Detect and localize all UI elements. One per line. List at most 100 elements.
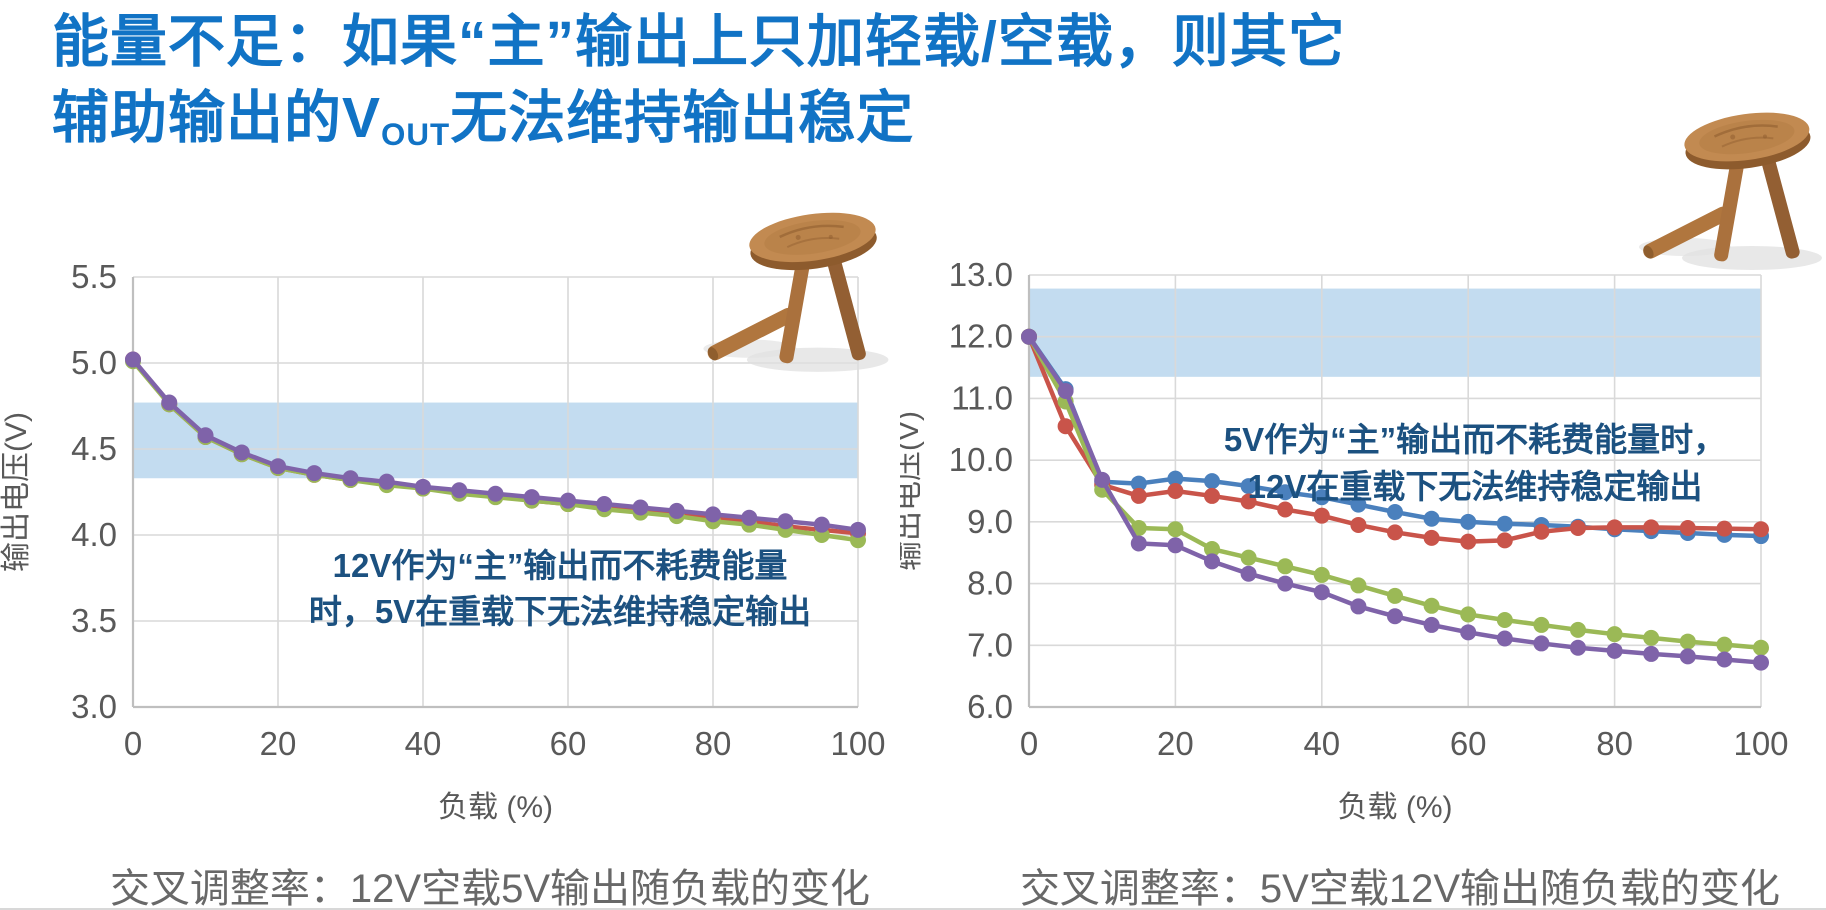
series-purple-point	[1679, 648, 1696, 665]
series-blue-point	[1387, 503, 1403, 520]
spec-band	[1029, 288, 1761, 377]
series-purple-point	[270, 458, 286, 475]
slide-title-line2: 辅助输出的VOUT无法维持输出稳定	[52, 86, 915, 152]
series-purple-point	[668, 502, 685, 519]
x-axis-title: 负载 (%)	[438, 791, 553, 824]
series-blue-point	[1167, 470, 1184, 487]
chart-left-annotation-line2: 时，5V在重载下无法维持稳定输出	[309, 593, 811, 630]
series-green-point	[1570, 621, 1586, 638]
series-purple-point	[197, 427, 214, 444]
series-purple-point	[1606, 642, 1623, 659]
series-red-point	[1533, 523, 1550, 540]
y-tick-label: 3.0	[71, 688, 117, 725]
series-purple-point	[233, 444, 250, 461]
y-tick-label: 8.0	[967, 565, 1013, 602]
y-axis-title: 输出电压(V)	[900, 411, 925, 571]
series-green-point	[1643, 629, 1660, 646]
x-tick-label: 40	[405, 725, 442, 762]
series-purple-point	[813, 516, 830, 533]
chart-left-caption: 交叉调整率：12V空载5V输出随负载的变化	[109, 867, 871, 910]
series-blue-point	[1277, 484, 1294, 501]
series-purple-point	[705, 506, 721, 523]
series-purple-point	[415, 478, 431, 495]
x-tick-label: 0	[124, 725, 142, 762]
series-green-point	[1167, 521, 1184, 538]
y-tick-label: 13.0	[949, 256, 1013, 293]
series-red-point	[1606, 519, 1623, 536]
series-green-point	[1679, 633, 1696, 650]
series-purple-point	[596, 496, 613, 513]
series-purple-point	[1753, 654, 1769, 671]
series-purple-point	[451, 482, 468, 499]
chart-right-caption: 交叉调整率：5V空载12V输出随负载的变化	[1019, 867, 1781, 910]
chart-left-annotation-line1: 12V作为“主”输出而不耗费能量	[333, 547, 788, 584]
series-purple-point	[378, 473, 395, 490]
chart-right-cross-regulation-12v: 13.0 12.0 11.0 10.0 9.0 8.0 7.0 6.00 20 40 60 80 100…	[900, 256, 1789, 824]
series-green-point	[1606, 626, 1623, 643]
series-purple-point	[523, 489, 540, 506]
series-green-point	[1496, 611, 1513, 628]
series-red-point	[1240, 493, 1257, 510]
series-purple	[1021, 328, 1769, 671]
series-blue-point	[1496, 515, 1513, 532]
series-purple-point	[1021, 328, 1037, 345]
gridlines	[133, 276, 859, 708]
chart-right-annotation-line1: 5V作为“主”输出而不耗费能量时，	[1224, 421, 1726, 458]
x-axis-title: 负载 (%)	[1338, 791, 1453, 824]
series-purple-point	[306, 465, 323, 482]
series-green-point	[1423, 597, 1440, 614]
series-red-point	[1387, 524, 1403, 541]
series-blue-point	[1350, 496, 1367, 513]
y-tick-label: 5.0	[71, 344, 117, 381]
series-blue-point	[1423, 510, 1440, 527]
series-green-point	[1277, 558, 1294, 575]
series-red-point	[1057, 418, 1074, 435]
broken-stool-image-left	[700, 198, 905, 380]
series-purple-point	[1240, 565, 1257, 582]
y-tick-label: 3.5	[71, 602, 117, 639]
axes	[131, 277, 858, 709]
series-red-point	[1460, 533, 1477, 550]
series-purple-point	[1533, 635, 1550, 652]
series-purple-point	[342, 470, 359, 487]
series-purple-point	[1130, 535, 1147, 552]
series-red-point	[1753, 521, 1769, 538]
x-tick-label: 60	[550, 725, 587, 762]
series-blue-point	[1240, 478, 1257, 495]
series-purple-point	[850, 521, 866, 538]
series-purple-point	[161, 394, 178, 411]
series-purple-point	[1350, 598, 1367, 615]
series-purple-point	[632, 499, 649, 516]
slide-title-line1: 能量不足：如果“主”输出上只加轻载/空载，则其它	[52, 10, 1346, 74]
x-tick-label: 60	[1450, 725, 1487, 762]
y-tick-label: 10.0	[949, 441, 1013, 478]
series-green-point	[1533, 616, 1550, 633]
x-tick-label: 80	[1596, 725, 1633, 762]
series-green-point	[1716, 636, 1733, 653]
y-tick-label: 11.0	[951, 379, 1013, 416]
x-tick-label: 80	[695, 725, 732, 762]
series-purple-point	[1204, 553, 1220, 570]
series-purple-point	[741, 509, 758, 526]
series-red-point	[1716, 520, 1733, 537]
y-tick-label: 6.0	[967, 688, 1013, 725]
spec-band	[133, 402, 858, 479]
series-purple-point	[1094, 471, 1111, 488]
series-purple-point	[1460, 624, 1477, 641]
axes	[1027, 275, 1761, 709]
series-red-point	[1679, 520, 1696, 537]
series-purple	[125, 351, 866, 538]
series-purple-point	[1277, 575, 1294, 592]
y-tick-label: 4.5	[71, 430, 117, 467]
series-purple-point	[125, 351, 141, 368]
series-red-point	[1167, 483, 1184, 499]
series-purple-point	[1387, 608, 1403, 625]
series-green-point	[1350, 577, 1367, 594]
series-purple-point	[1423, 616, 1440, 633]
y-tick-label: 4.0	[71, 516, 117, 553]
series-red-point	[1496, 532, 1513, 549]
series-red-point	[1204, 487, 1220, 504]
series-purple-point	[1057, 383, 1074, 400]
x-tick-label: 100	[830, 725, 885, 762]
